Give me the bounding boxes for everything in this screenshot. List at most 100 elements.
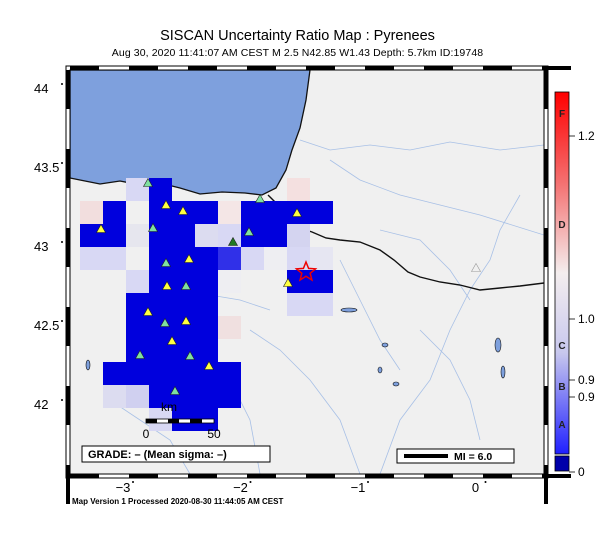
- station-triangle-icon[interactable]: [134, 349, 146, 359]
- grid-cell: [149, 316, 172, 339]
- longitude-labels: −3 −2 −1 0: [116, 480, 487, 495]
- frame-band: [129, 66, 158, 70]
- mi-box: MI = 6.0: [396, 448, 515, 464]
- frame-band: [70, 66, 99, 70]
- scale-unit: km: [161, 400, 177, 414]
- grid-cell: [149, 385, 172, 408]
- station-triangle-icon[interactable]: [142, 177, 154, 187]
- grid-cell: [287, 270, 310, 293]
- grid-cell: [195, 270, 218, 293]
- degree-mark: [61, 83, 63, 85]
- frame-band: [188, 66, 217, 70]
- frame-band: [424, 66, 453, 70]
- grid-cell: [195, 339, 218, 362]
- station-triangle-icon[interactable]: [95, 223, 107, 233]
- grid-cell: [103, 224, 126, 247]
- epicenter-star[interactable]: [294, 260, 318, 282]
- station-triangle-icon[interactable]: [180, 315, 192, 325]
- grade-letter: F: [559, 109, 565, 120]
- scale-bar: km 0 50: [143, 400, 221, 441]
- frame-band: [365, 474, 394, 478]
- grid-cell: [195, 247, 218, 270]
- grid-cell: [310, 201, 333, 224]
- grid-cell: [126, 270, 149, 293]
- grid-cell: [287, 293, 310, 316]
- station-triangle-icon[interactable]: [254, 193, 266, 203]
- grid-cell: [103, 247, 126, 270]
- grid-cell: [287, 178, 310, 201]
- degree-mark: [249, 481, 252, 483]
- degree-mark: [61, 320, 63, 322]
- scale-value: 1.2: [578, 129, 595, 143]
- station-triangle-icon[interactable]: [184, 350, 196, 360]
- frame-band: [306, 474, 335, 478]
- grid-cell: [264, 201, 287, 224]
- frame-band: [66, 70, 70, 109]
- grid-cell: [172, 224, 195, 247]
- station-triangle-icon[interactable]: [159, 317, 171, 327]
- degree-mark: [367, 481, 369, 483]
- latitude-labels: 44 43.5 43 42.5 42: [34, 81, 63, 412]
- frame-band: [544, 307, 548, 346]
- grid-cell: [310, 247, 333, 270]
- station-triangle-icon[interactable]: [161, 280, 173, 290]
- station-triangle-icon[interactable]: [183, 253, 195, 263]
- grid-cell: [310, 270, 333, 293]
- degree-mark: [484, 481, 487, 483]
- grid-cell: [149, 178, 172, 201]
- station-triangle-icon[interactable]: [169, 385, 181, 395]
- grid-cell: [103, 362, 126, 385]
- degree-mark: [61, 399, 63, 401]
- grid-cell: [126, 178, 149, 201]
- lakes: [85, 307, 506, 387]
- map-frame: [65, 65, 571, 504]
- grid-cell: [172, 316, 195, 339]
- station-triangle-icon[interactable]: [142, 306, 154, 316]
- grid-cell: [172, 293, 195, 316]
- event-details: Aug 30, 2020 11:41:07 AM CEST M 2.5 N42.…: [111, 47, 484, 59]
- station-triangle-icon[interactable]: [470, 262, 482, 272]
- grid-cell: [126, 316, 149, 339]
- grid-cell: [218, 201, 241, 224]
- grid-cell: [103, 201, 126, 224]
- lat-label: 42: [34, 397, 48, 412]
- grid-cell: [195, 316, 218, 339]
- grid-cell: [172, 362, 195, 385]
- station-triangle-icon[interactable]: [203, 360, 215, 370]
- mi-text: MI = 6.0: [454, 451, 492, 463]
- lon-label: −1: [351, 480, 366, 495]
- frame-band: [544, 386, 548, 425]
- map-area[interactable]: km 0 50 GRADE: – (Mean sigma: –) MI = 6.…: [70, 70, 544, 474]
- frame-band: [66, 228, 70, 267]
- station-triangle-icon[interactable]: [177, 205, 189, 215]
- station-triangle-icon[interactable]: [227, 236, 239, 246]
- uncertainty-grid: [80, 178, 333, 431]
- grid-cell: [172, 247, 195, 270]
- lon-label: −3: [116, 480, 131, 495]
- station-triangle-icon[interactable]: [160, 257, 172, 267]
- grid-cell: [80, 201, 103, 224]
- frame-band: [365, 66, 394, 70]
- lon-label: −2: [233, 480, 248, 495]
- grid-cell: [195, 201, 218, 224]
- station-triangle-icon[interactable]: [147, 222, 159, 232]
- station-triangle-icon[interactable]: [180, 280, 192, 290]
- grid-cell: [126, 224, 149, 247]
- frame-band: [66, 149, 70, 188]
- grid-cell: [126, 362, 149, 385]
- station-triangle-icon[interactable]: [282, 277, 294, 287]
- grid-cell: [287, 247, 310, 270]
- frame-band: [66, 307, 70, 346]
- grade-letter: C: [558, 341, 565, 352]
- map-title: SISCAN Uncertainty Ratio Map : Pyrenees: [160, 28, 435, 44]
- grade-text: GRADE: – (Mean sigma: –): [88, 449, 227, 461]
- grid-cell: [218, 270, 241, 293]
- station-triangle-icon[interactable]: [291, 207, 303, 217]
- station-triangle-icon[interactable]: [160, 199, 172, 209]
- grid-cell: [287, 224, 310, 247]
- frame-band: [247, 474, 276, 478]
- scale-fifty: 50: [207, 427, 221, 441]
- station-triangle-icon[interactable]: [243, 226, 255, 236]
- grade-letter: D: [558, 220, 565, 231]
- station-triangle-icon[interactable]: [166, 335, 178, 345]
